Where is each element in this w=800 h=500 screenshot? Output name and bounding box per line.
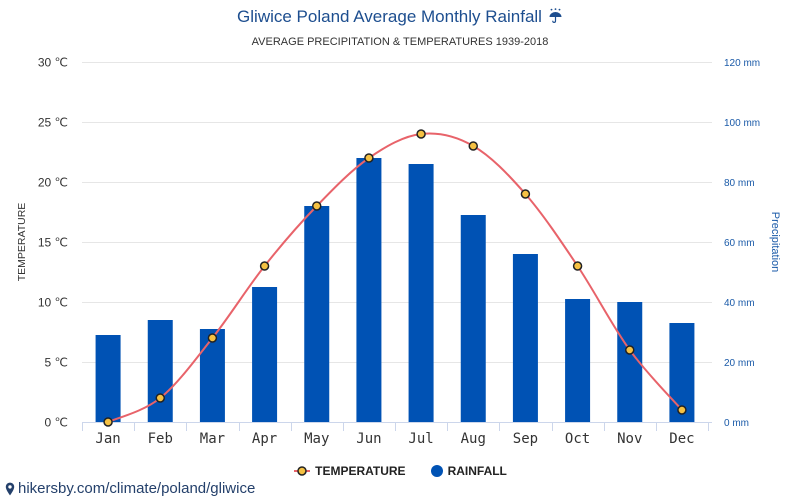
temperature-line bbox=[107, 132, 683, 423]
x-tick-label: Sep bbox=[513, 431, 538, 447]
rainfall-bar bbox=[95, 335, 121, 422]
rainfall-bar bbox=[460, 215, 486, 422]
rainfall-bar bbox=[147, 320, 173, 422]
legend-item-temperature[interactable]: TEMPERATURE bbox=[293, 463, 406, 479]
temperature-point bbox=[677, 405, 687, 415]
rainfall-bar bbox=[356, 158, 382, 422]
y-left-tick-label: 30 ℃ bbox=[38, 56, 68, 70]
x-tick-label: Nov bbox=[617, 431, 642, 447]
x-tick-label: Feb bbox=[148, 431, 173, 447]
temperature-point bbox=[364, 153, 374, 163]
temperature-point bbox=[625, 345, 635, 355]
x-axis-labels: Jan Feb Mar Apr May Jun Jul Aug Sep Oct Nov Dec bbox=[95, 431, 694, 447]
temperature-point bbox=[416, 129, 426, 139]
rainfall-bar bbox=[252, 287, 278, 422]
x-tick-label: Jun bbox=[356, 431, 381, 447]
temperature-point bbox=[468, 141, 478, 151]
legend-label-rainfall: RAINFALL bbox=[447, 464, 507, 478]
temperature-point bbox=[520, 189, 531, 199]
x-tick-label: Aug bbox=[461, 431, 486, 447]
x-tick-label: Jul bbox=[408, 431, 433, 447]
y-left-tick-label: 10 ℃ bbox=[38, 296, 68, 310]
y-right-tick-label: 0 mm bbox=[724, 418, 749, 429]
y-right-tick-label: 80 mm bbox=[724, 178, 755, 189]
chart-title: Gliwice Poland Average Monthly Rainfall bbox=[0, 6, 800, 28]
legend-item-rainfall[interactable]: RAINFALL bbox=[430, 463, 507, 479]
x-tick-label: Oct bbox=[565, 431, 590, 447]
legend-marker-rainfall bbox=[430, 465, 443, 477]
source-link[interactable]: hikersby.com/climate/poland/gliwice bbox=[5, 480, 255, 498]
x-tick-label: Jan bbox=[95, 431, 120, 447]
y-right-axis-labels: 0 mm 20 mm 40 mm 60 mm 80 mm 100 mm 120 mm bbox=[724, 58, 760, 429]
y-right-tick-label: 40 mm bbox=[724, 298, 755, 309]
y-left-tick-label: 5 ℃ bbox=[45, 356, 68, 370]
y-left-axis-labels: 0 ℃ 5 ℃ 10 ℃ 15 ℃ 20 ℃ 25 ℃ 30 ℃ bbox=[38, 56, 68, 430]
y-left-tick-label: 0 ℃ bbox=[45, 416, 68, 430]
y-left-tick-label: 25 ℃ bbox=[38, 116, 68, 130]
temperature-point bbox=[259, 261, 270, 271]
legend-label-temperature: TEMPERATURE bbox=[315, 464, 406, 478]
rainfall-bar bbox=[408, 164, 434, 422]
x-tick-label: Mar bbox=[200, 431, 225, 447]
gridlines bbox=[82, 62, 712, 423]
y-right-tick-label: 20 mm bbox=[724, 358, 755, 369]
rainfall-bar bbox=[199, 329, 225, 422]
temperature-series bbox=[103, 129, 687, 427]
y-right-tick-label: 120 mm bbox=[724, 58, 760, 69]
source-link-text: hikersby.com/climate/poland/gliwice bbox=[18, 480, 256, 497]
chart-title-text: Gliwice Poland Average Monthly Rainfall bbox=[237, 7, 542, 26]
rainfall-bar bbox=[565, 299, 591, 422]
legend-marker-temperature bbox=[294, 466, 311, 476]
y-right-tick-label: 100 mm bbox=[724, 118, 760, 129]
x-tick-label: Dec bbox=[669, 431, 694, 447]
umbrella-icon bbox=[548, 8, 563, 23]
y-right-axis-title: Precipitation bbox=[769, 212, 781, 273]
x-tick-label: Apr bbox=[252, 431, 277, 447]
temperature-point bbox=[207, 333, 218, 343]
temperature-point bbox=[155, 393, 165, 403]
legend: TEMPERATURE RAINFALL bbox=[0, 463, 800, 479]
y-left-tick-label: 20 ℃ bbox=[38, 176, 68, 190]
y-right-tick-label: 60 mm bbox=[724, 238, 755, 249]
rainfall-bars bbox=[95, 158, 695, 422]
x-tick-label: May bbox=[304, 431, 329, 447]
x-axis-ticks bbox=[82, 422, 709, 431]
chart-subtitle: AVERAGE PRECIPITATION & TEMPERATURES 193… bbox=[251, 36, 549, 48]
rainfall-bar bbox=[512, 254, 538, 422]
y-left-axis-title: TEMPERATURE bbox=[16, 203, 28, 282]
rainfall-bar bbox=[304, 206, 330, 422]
y-left-tick-label: 15 ℃ bbox=[38, 236, 68, 250]
map-pin-icon bbox=[5, 482, 15, 496]
temperature-point bbox=[312, 201, 322, 211]
temperature-point bbox=[103, 417, 113, 427]
temperature-point bbox=[572, 261, 583, 271]
